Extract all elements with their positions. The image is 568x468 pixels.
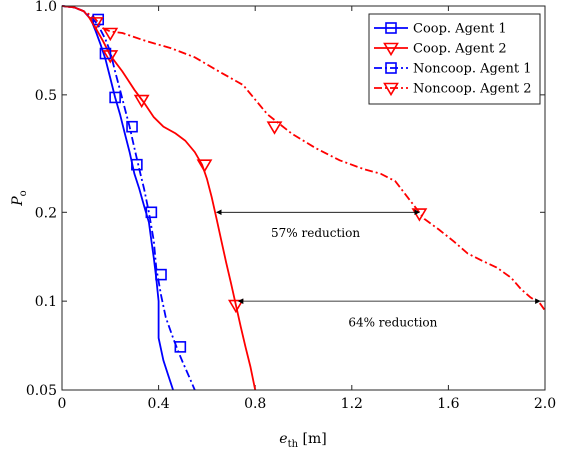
y-tick-label: 0.2 [35,205,57,221]
data-point-marker [383,82,399,97]
data-point-marker [87,17,104,31]
y-axis-label: Po [10,190,29,206]
data-point-marker [266,121,283,135]
series-line-3 [61,5,196,391]
series-line-2 [61,5,257,391]
data-point-marker [145,206,158,219]
data-point-marker [174,341,187,353]
data-point-marker [155,268,167,281]
annotation-label-2: 64% reduction [348,316,437,330]
legend-box [368,13,541,105]
annotation-label-1: 57% reduction [271,226,360,240]
data-point-marker [385,22,397,34]
data-point-marker [102,27,119,42]
series-markers [87,13,428,353]
legend-label-4: Noncoop. Agent 2 [413,82,532,97]
legend-label-3: Noncoop. Agent 1 [413,62,532,77]
legend-label-2: Coop. Agent 2 [413,42,507,57]
data-point-marker [383,42,399,57]
plot-frame [61,5,546,391]
data-point-marker [131,158,143,171]
legend-label-1: Coop. Agent 1 [413,22,507,37]
y-tick-label: 1.0 [35,0,57,15]
x-tick-label: 1.2 [341,396,363,412]
data-point-marker [196,159,213,173]
y-tick-label: 0.05 [26,383,57,399]
legend: Coop. Agent 1 Coop. Agent 2 Noncoop. Agent… [368,13,541,105]
y-tick-label: 0.5 [35,88,57,104]
x-tick-label: 1.6 [437,396,459,412]
data-point-marker [133,94,150,109]
x-tick-label: 2.0 [534,396,556,412]
annotations: 57% reduction 64% reduction [215,209,541,330]
x-tick-label: 0.8 [244,396,266,412]
x-tick-label: 0.4 [147,396,169,412]
data-point-marker [385,62,397,74]
axis-ticks: 0 0.4 0.8 1.2 1.6 2.0 0.05 0.1 0.2 0.5 1.0 [26,0,556,412]
x-axis-label: eth [m] [279,431,326,450]
data-point-marker [126,120,138,133]
data-point-marker [99,47,112,60]
y-tick-label: 0.1 [35,294,57,310]
x-tick-label: 0 [58,396,67,412]
data-point-marker [227,299,244,314]
data-point-marker [109,91,121,104]
svg-text:Po: Po [10,190,29,206]
